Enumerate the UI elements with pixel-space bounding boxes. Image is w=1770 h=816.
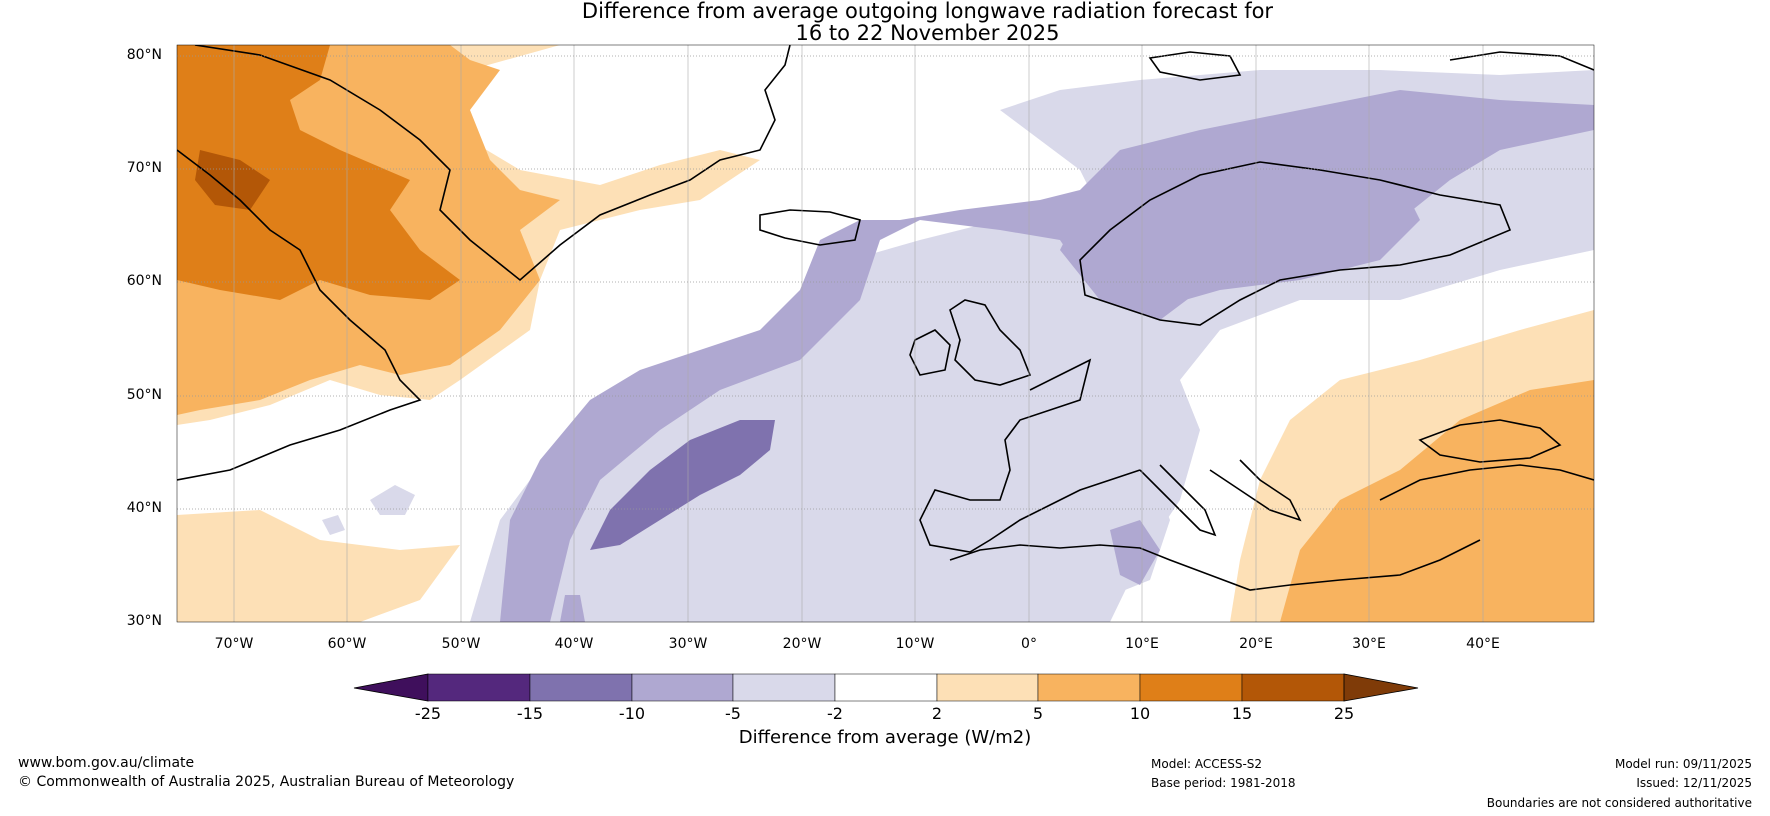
- website-link[interactable]: www.bom.gov.au/climate: [18, 755, 195, 771]
- colorbar-tick: 2: [931, 704, 943, 723]
- coastline-black-sea: [1418, 419, 1562, 463]
- chart-title-line2: 16 to 22 November 2025: [795, 21, 1060, 45]
- anomaly-neg-patch-west: [370, 485, 415, 515]
- anomaly-pos-greenland-core: [177, 45, 460, 300]
- chart-title-line1: Difference from average outgoing longwav…: [581, 0, 1274, 23]
- colorbar-tick: 10: [1129, 704, 1151, 723]
- colorbar: [353, 673, 1419, 702]
- coastline-novaya-zemlya: [1449, 51, 1594, 71]
- colorbar-bin-2: [529, 673, 633, 702]
- colorbar-extend-low: [353, 673, 429, 702]
- colorbar-tick: -5: [725, 704, 741, 723]
- coastline-ireland: [909, 329, 951, 376]
- coastline-britain: [949, 299, 1032, 386]
- coastline-scandinavia: [1079, 161, 1512, 326]
- colorbar-tick: -25: [414, 704, 442, 723]
- issued-text: Issued: 12/11/2025: [1636, 776, 1752, 790]
- colorbar-tick: -10: [618, 704, 646, 723]
- lon-label-0: 0°: [1021, 636, 1037, 652]
- anomaly-pos-east-med-strong: [1280, 380, 1594, 622]
- coastline-svalbard: [1148, 51, 1242, 81]
- map-frame: [176, 44, 1595, 623]
- latitude-gridlines: [177, 55, 1594, 510]
- longitude-gridlines: [233, 45, 1484, 622]
- coastline-balkans: [1209, 459, 1302, 522]
- lon-label-30e: 30°E: [1352, 636, 1386, 652]
- colorbar-bin-1: [427, 673, 531, 702]
- coastline-anatolia: [1379, 464, 1594, 501]
- base-period-text: Base period: 1981-2018: [1151, 776, 1296, 790]
- anomaly-neg-atlantic-core: [590, 420, 775, 550]
- anomaly-neg-scandinavia: [1060, 160, 1420, 310]
- lon-label-40w: 40°W: [554, 636, 594, 652]
- colorbar-tick: 25: [1333, 704, 1355, 723]
- colorbar-bin-8: [1139, 673, 1243, 702]
- lon-label-30w: 30°W: [668, 636, 708, 652]
- lon-label-50w: 50°W: [441, 636, 481, 652]
- anomaly-neg-patch-southwest: [322, 515, 345, 535]
- colorbar-tick: 5: [1032, 704, 1044, 723]
- lon-label-20e: 20°E: [1239, 636, 1273, 652]
- lon-label-10w: 10°W: [895, 636, 935, 652]
- lat-label-40n: 40°N: [126, 500, 162, 516]
- anomaly-pos-greenland-peak: [195, 150, 270, 210]
- anomaly-neg-tunisia: [1110, 520, 1160, 585]
- lat-label-70n: 70°N: [126, 160, 162, 176]
- map-area: [177, 45, 1594, 622]
- lat-label-30n: 30°N: [126, 613, 162, 629]
- model-text: Model: ACCESS-S2: [1151, 757, 1263, 771]
- lat-label-50n: 50°N: [126, 387, 162, 403]
- coastline-labrador: [177, 149, 422, 481]
- lon-label-20w: 20°W: [782, 636, 822, 652]
- colorbar-bin-6: [936, 673, 1039, 702]
- coastline-north-africa: [949, 539, 1481, 591]
- lon-label-40e: 40°E: [1466, 636, 1500, 652]
- coastline-europe-west: [919, 358, 1141, 553]
- lat-label-60n: 60°N: [126, 273, 162, 289]
- colorbar-bin-3: [631, 673, 734, 702]
- colorbar-tick: 15: [1231, 704, 1253, 723]
- lat-label-80n: 80°N: [126, 47, 162, 63]
- anomaly-neg-patch-south: [560, 595, 585, 622]
- colorbar-bin-7: [1037, 673, 1141, 702]
- coastlines: [177, 45, 1594, 591]
- colorbar-extend-high: [1343, 673, 1419, 702]
- colorbar-tick: -15: [516, 704, 544, 723]
- coastline-greenland: [194, 45, 791, 282]
- lon-label-60w: 60°W: [327, 636, 367, 652]
- colorbar-tick: -2: [827, 704, 843, 723]
- lon-label-70w: 70°W: [214, 636, 254, 652]
- disclaimer-text: Boundaries are not considered authoritat…: [1486, 796, 1752, 810]
- colorbar-bin-4: [732, 673, 836, 702]
- coastline-iceland: [759, 209, 861, 246]
- lon-label-10e: 10°E: [1125, 636, 1159, 652]
- coastline-italy: [1139, 464, 1217, 537]
- colorbar-title: Difference from average (W/m2): [738, 727, 1032, 748]
- anomaly-pos-atlantic-south: [177, 510, 460, 622]
- colorbar-bin-9: [1241, 673, 1345, 702]
- model-run-text: Model run: 09/11/2025: [1614, 757, 1752, 771]
- colorbar-bin-5: [834, 673, 938, 702]
- copyright-text: © Commonwealth of Australia 2025, Austra…: [18, 774, 515, 790]
